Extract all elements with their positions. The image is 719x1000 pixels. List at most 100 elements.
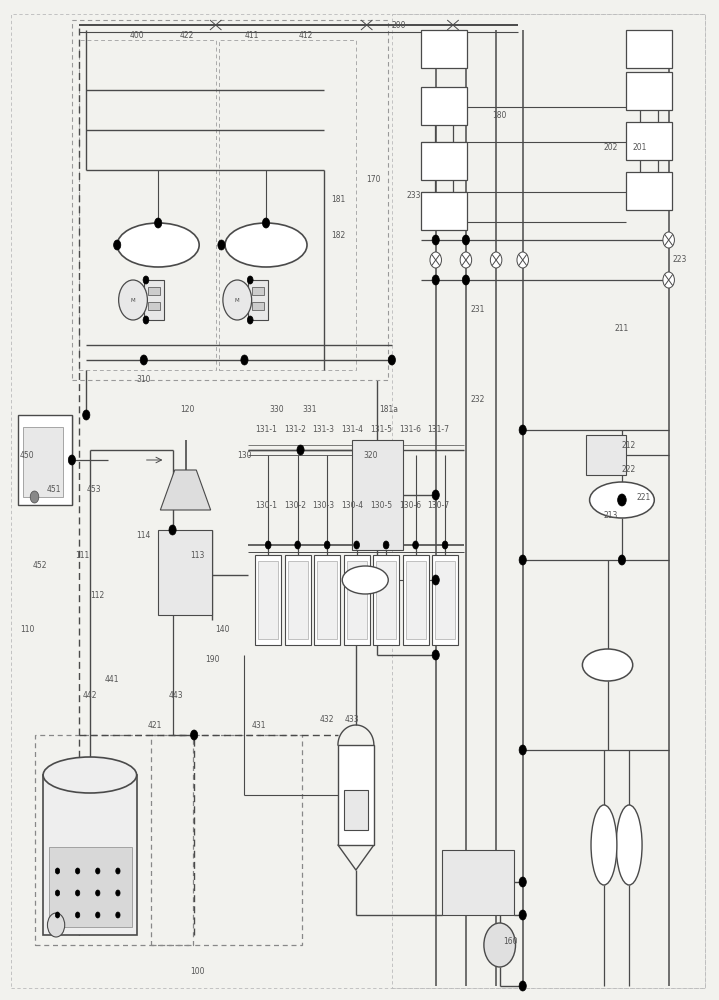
Text: 451: 451 xyxy=(47,486,61,494)
Circle shape xyxy=(119,280,147,320)
Bar xyxy=(252,287,264,295)
Circle shape xyxy=(430,252,441,268)
Circle shape xyxy=(432,235,439,245)
Bar xyxy=(432,555,458,645)
Bar xyxy=(421,142,467,180)
Bar xyxy=(23,427,63,497)
Circle shape xyxy=(116,890,120,896)
Text: 130-2: 130-2 xyxy=(284,500,306,510)
Text: 441: 441 xyxy=(104,676,119,685)
Bar xyxy=(248,280,268,320)
Text: 182: 182 xyxy=(331,231,345,239)
Circle shape xyxy=(432,275,439,285)
Circle shape xyxy=(247,316,253,324)
Text: 450: 450 xyxy=(20,451,35,460)
Bar xyxy=(285,555,311,645)
Circle shape xyxy=(265,541,271,549)
Bar xyxy=(392,14,705,988)
Text: 130-3: 130-3 xyxy=(313,500,334,510)
Circle shape xyxy=(140,355,147,365)
Text: 320: 320 xyxy=(363,451,377,460)
Text: 180: 180 xyxy=(493,110,507,119)
Circle shape xyxy=(663,272,674,288)
Bar xyxy=(258,561,278,639)
Text: 160: 160 xyxy=(503,938,518,946)
Circle shape xyxy=(96,912,100,918)
Circle shape xyxy=(47,913,65,937)
Bar xyxy=(421,87,467,125)
Text: 131-6: 131-6 xyxy=(399,425,421,434)
Text: 170: 170 xyxy=(367,175,381,184)
Bar xyxy=(435,561,455,639)
Text: 131-2: 131-2 xyxy=(284,425,306,434)
Text: 181: 181 xyxy=(331,196,345,205)
Text: 130-5: 130-5 xyxy=(370,500,392,510)
Text: 233: 233 xyxy=(406,191,421,200)
Circle shape xyxy=(116,912,120,918)
Bar xyxy=(347,561,367,639)
Text: 131-4: 131-4 xyxy=(342,425,363,434)
Circle shape xyxy=(519,555,526,565)
Text: 140: 140 xyxy=(216,626,230,635)
Ellipse shape xyxy=(591,805,617,885)
Circle shape xyxy=(55,912,60,918)
Circle shape xyxy=(83,410,90,420)
Text: 130-4: 130-4 xyxy=(342,500,363,510)
Circle shape xyxy=(30,491,39,503)
Bar xyxy=(373,555,399,645)
Bar xyxy=(626,72,672,110)
Circle shape xyxy=(262,218,270,228)
Circle shape xyxy=(295,541,301,549)
Text: 131-5: 131-5 xyxy=(370,425,392,434)
Bar xyxy=(158,530,212,615)
Circle shape xyxy=(143,276,149,284)
Text: 190: 190 xyxy=(205,656,219,665)
Ellipse shape xyxy=(616,805,642,885)
Bar xyxy=(148,302,160,310)
Bar xyxy=(151,735,302,945)
Ellipse shape xyxy=(43,757,137,793)
Bar xyxy=(344,555,370,645)
Text: 310: 310 xyxy=(137,375,151,384)
Circle shape xyxy=(383,541,389,549)
Text: 223: 223 xyxy=(672,255,687,264)
Bar xyxy=(252,302,264,310)
Text: 412: 412 xyxy=(298,30,313,39)
Circle shape xyxy=(55,868,60,874)
Circle shape xyxy=(354,541,360,549)
Circle shape xyxy=(169,525,176,535)
Text: 181a: 181a xyxy=(379,405,398,414)
Text: 452: 452 xyxy=(32,560,47,569)
Bar xyxy=(376,561,396,639)
Bar xyxy=(255,555,281,645)
Circle shape xyxy=(143,316,149,324)
Circle shape xyxy=(324,541,330,549)
Circle shape xyxy=(96,868,100,874)
Bar xyxy=(442,850,514,915)
Text: 110: 110 xyxy=(20,626,35,635)
Text: 431: 431 xyxy=(252,720,266,730)
Text: 422: 422 xyxy=(180,30,194,39)
Bar xyxy=(79,40,216,370)
Text: 100: 100 xyxy=(191,968,205,976)
Text: M: M xyxy=(131,298,135,302)
Text: 130-7: 130-7 xyxy=(428,500,449,510)
Circle shape xyxy=(241,355,248,365)
Text: 131-7: 131-7 xyxy=(428,425,449,434)
Bar xyxy=(406,561,426,639)
Text: 443: 443 xyxy=(169,690,183,700)
Circle shape xyxy=(519,981,526,991)
Text: 131-1: 131-1 xyxy=(255,425,277,434)
Circle shape xyxy=(155,218,162,228)
Bar xyxy=(317,561,337,639)
Bar xyxy=(626,172,672,210)
Circle shape xyxy=(55,890,60,896)
Bar xyxy=(626,122,672,160)
Bar xyxy=(352,440,403,550)
Circle shape xyxy=(519,910,526,920)
Bar xyxy=(288,561,308,639)
Text: 212: 212 xyxy=(622,441,636,450)
Text: 330: 330 xyxy=(270,405,284,414)
Bar xyxy=(144,280,164,320)
Text: 201: 201 xyxy=(633,143,647,152)
